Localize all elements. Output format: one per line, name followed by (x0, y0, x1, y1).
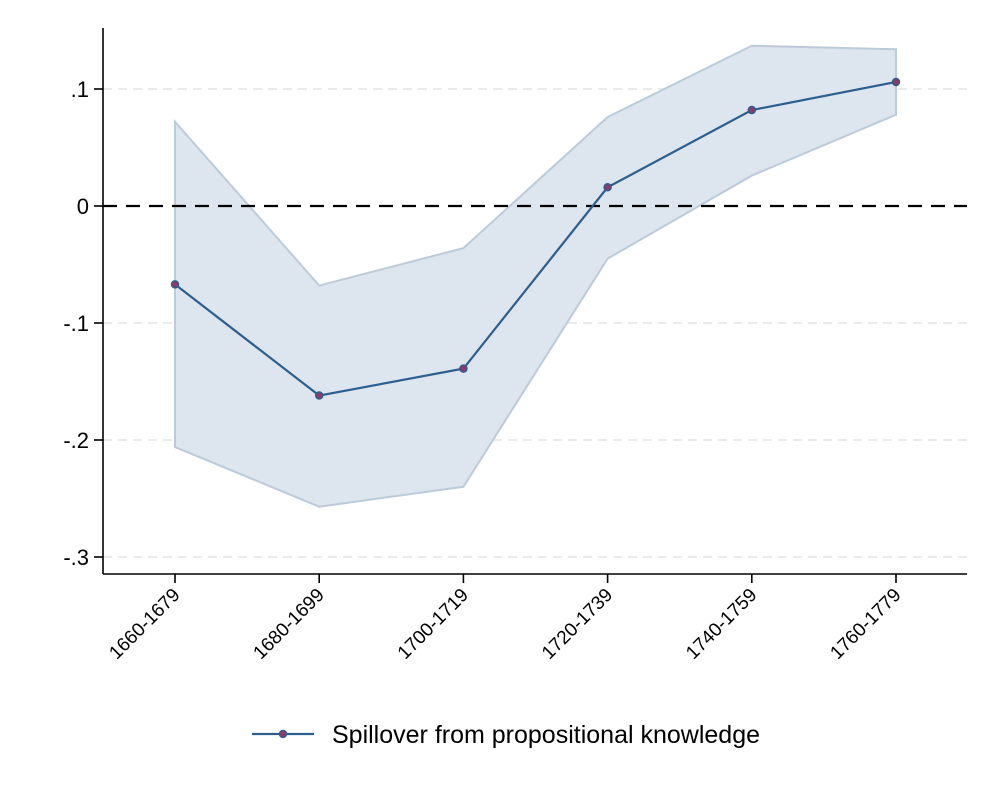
data-point (891, 77, 901, 87)
y-tick-label: -.2 (63, 428, 89, 453)
legend-label: Spillover from propositional knowledge (332, 721, 760, 749)
data-point (747, 105, 757, 115)
y-axis-ticks: .1 0 -.1 -.2 -.3 (63, 77, 103, 570)
x-tick-label: 1720-1739 (538, 585, 617, 664)
x-tick-label: 1680-1699 (250, 585, 329, 664)
data-point (314, 391, 324, 400)
x-tick-label: 1760-1779 (826, 585, 905, 664)
x-axis-ticks: 1660-1679 1680-1699 1700-1719 1720-1739 1740… (105, 574, 906, 664)
legend-marker-swatch (278, 729, 288, 739)
x-tick-label: 1700-1719 (394, 585, 473, 664)
series-line (174, 80, 897, 397)
y-tick-label: 0 (77, 194, 89, 219)
y-tick-label: -.3 (63, 545, 89, 570)
y-tick-label: .1 (71, 77, 89, 102)
data-point (459, 364, 468, 373)
legend: Spillover from propositional knowledge (252, 721, 760, 749)
series-group (170, 77, 901, 400)
x-tick-label: 1740-1759 (682, 585, 761, 664)
data-point (170, 280, 180, 289)
x-tick-label: 1660-1679 (105, 585, 184, 664)
y-tick-label: -.1 (63, 311, 89, 336)
axes (102, 28, 967, 575)
data-point (603, 183, 612, 192)
